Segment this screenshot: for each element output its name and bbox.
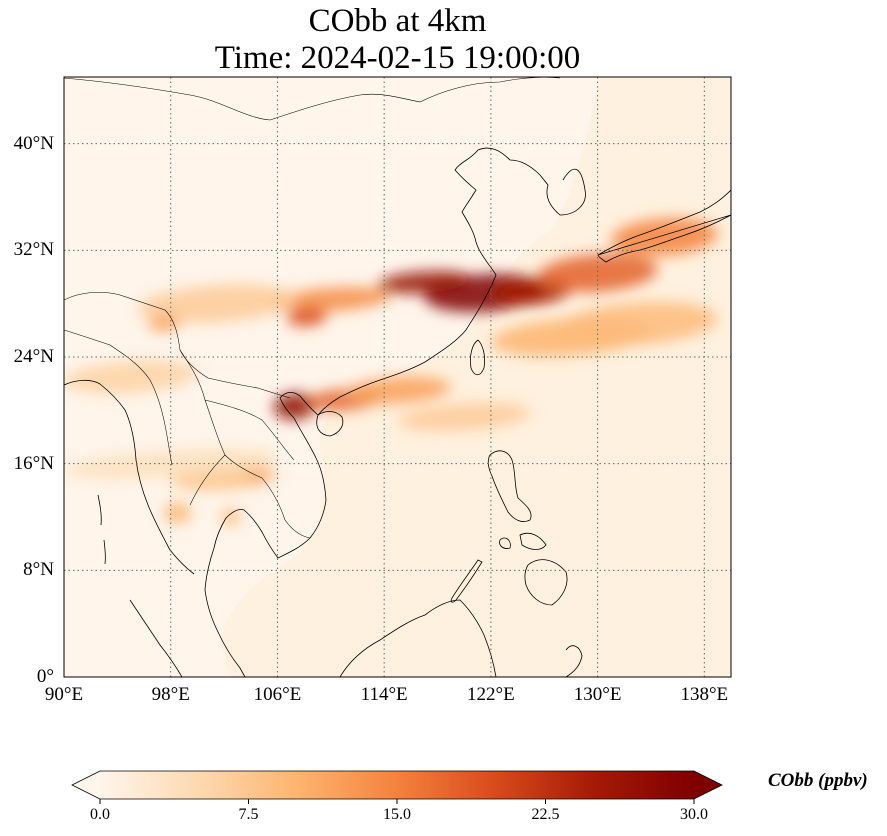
visayas-coastline (499, 532, 547, 550)
x-tick-label: 138°E (680, 684, 729, 705)
colorbar-tick-label: 22.5 (531, 806, 560, 823)
co-plume-5 (270, 286, 391, 313)
colorbar-tick-label: 15.0 (383, 806, 411, 823)
x-tick-label: 122°E (467, 684, 515, 705)
colorbar-tick-label: 0.0 (90, 806, 110, 823)
gridlines (64, 77, 731, 677)
co-plume-layer (64, 218, 718, 526)
y-tick-label: 0° (36, 666, 54, 687)
y-tick-label: 8°N (23, 559, 54, 581)
co-plume-6 (286, 307, 327, 327)
myanmar-coastline (64, 379, 195, 575)
x-tick-label: 106°E (253, 684, 302, 705)
y-tick-label: 16°N (13, 452, 54, 474)
y-tick-label: 24°N (13, 346, 54, 367)
borders-layer (64, 77, 561, 539)
colorbar-tick-label: 7.5 (238, 806, 259, 823)
map-frame (63, 76, 732, 678)
northern-border (64, 77, 561, 121)
ocean-tint-layer (220, 77, 731, 677)
y-tick-label: 32°N (13, 239, 54, 261)
andaman-coastline (97, 494, 106, 565)
co-plume-15 (221, 508, 241, 526)
japan-coastline (597, 189, 731, 263)
co-plume-3 (537, 253, 658, 293)
mindanao-coastline (524, 559, 568, 606)
sulawesi-coastline (565, 645, 583, 677)
indochina-borders (179, 349, 311, 539)
hainan-coastline (316, 411, 344, 437)
colorbar-tick-label: 30.0 (680, 806, 708, 823)
x-tick-label: 130°E (573, 684, 622, 705)
luzon-coastline (487, 450, 532, 522)
borneo-coastline (339, 599, 497, 677)
co-plume-4 (611, 218, 718, 256)
colorbar-gradient (100, 771, 694, 799)
x-tick-label: 90°E (44, 684, 84, 705)
chart-title-line-2: Time: 2024-02-15 19:00:00 (214, 40, 581, 76)
sumatra-coastline (129, 599, 183, 677)
india-border (64, 329, 173, 466)
map-area (64, 77, 731, 677)
x-tick-label: 98°E (151, 684, 190, 705)
ocean-tint (220, 77, 731, 677)
taiwan-coastline (470, 339, 486, 376)
colorbar (71, 770, 723, 804)
colorbar-label: CObb (ppbv) (768, 770, 868, 791)
co-plume-1 (377, 271, 471, 294)
mainland-coastline (204, 147, 586, 677)
y-tick-label: 40°N (13, 132, 54, 154)
chart-title-line-1: CObb at 4km (308, 3, 487, 39)
colorbar-extend-max (694, 771, 722, 799)
coastline-layer (64, 147, 731, 677)
co-plume-18 (397, 402, 531, 432)
colorbar-extend-min (72, 771, 100, 799)
co-plume-20 (64, 360, 198, 394)
co-plume-7 (137, 284, 298, 324)
co-plume-9 (273, 392, 317, 420)
palawan-coastline (450, 559, 483, 603)
x-tick-label: 114°E (360, 684, 408, 705)
